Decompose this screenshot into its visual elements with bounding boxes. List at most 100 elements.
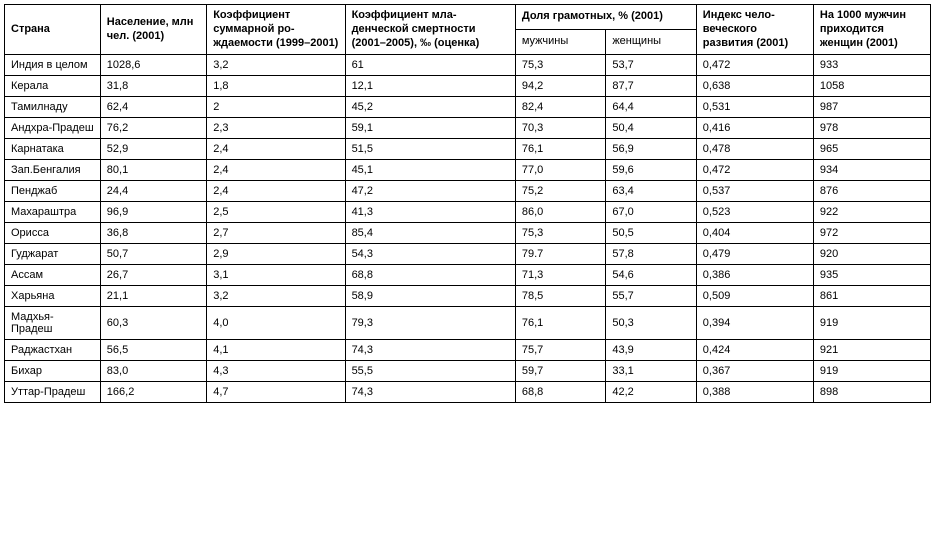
header-infant-mortality: Коэффициент мла­денческой смертно­сти (2…	[345, 5, 515, 55]
cell-lit-women: 54,6	[606, 265, 696, 286]
cell-hdi: 0,537	[696, 181, 813, 202]
cell-population: 62,4	[100, 97, 206, 118]
cell-hdi: 0,472	[696, 55, 813, 76]
cell-sex-ratio: 935	[813, 265, 930, 286]
cell-country: Тамилнаду	[5, 97, 101, 118]
cell-population: 21,1	[100, 286, 206, 307]
cell-lit-men: 68,8	[515, 382, 605, 403]
table-header: Страна Население, млн чел. (2001) Коэффи…	[5, 5, 931, 55]
cell-sex-ratio: 978	[813, 118, 930, 139]
cell-lit-men: 94,2	[515, 76, 605, 97]
header-hdi: Индекс чело­веческого развития (2001)	[696, 5, 813, 55]
cell-lit-men: 79.7	[515, 244, 605, 265]
cell-infant-mortality: 68,8	[345, 265, 515, 286]
header-literacy-group: Доля грамотных, % (2001)	[515, 5, 696, 30]
cell-infant-mortality: 54,3	[345, 244, 515, 265]
cell-country: Андхра-Прадеш	[5, 118, 101, 139]
cell-sex-ratio: 921	[813, 340, 930, 361]
cell-sex-ratio: 919	[813, 361, 930, 382]
cell-sex-ratio: 965	[813, 139, 930, 160]
cell-hdi: 0,509	[696, 286, 813, 307]
cell-country: Орисса	[5, 223, 101, 244]
cell-lit-men: 75,2	[515, 181, 605, 202]
cell-fertility: 4,1	[207, 340, 345, 361]
cell-infant-mortality: 45,1	[345, 160, 515, 181]
cell-hdi: 0,424	[696, 340, 813, 361]
cell-population: 31,8	[100, 76, 206, 97]
cell-population: 60,3	[100, 307, 206, 340]
cell-fertility: 2,9	[207, 244, 345, 265]
cell-lit-women: 42,2	[606, 382, 696, 403]
cell-country: Керала	[5, 76, 101, 97]
cell-lit-women: 59,6	[606, 160, 696, 181]
cell-hdi: 0,531	[696, 97, 813, 118]
cell-fertility: 2,5	[207, 202, 345, 223]
cell-infant-mortality: 45,2	[345, 97, 515, 118]
cell-country: Махараштра	[5, 202, 101, 223]
cell-lit-men: 76,1	[515, 139, 605, 160]
table-row: Тамилнаду62,4245,282,464,40,531987	[5, 97, 931, 118]
cell-lit-men: 78,5	[515, 286, 605, 307]
cell-hdi: 0,367	[696, 361, 813, 382]
cell-lit-men: 76,1	[515, 307, 605, 340]
cell-sex-ratio: 972	[813, 223, 930, 244]
cell-country: Карнатака	[5, 139, 101, 160]
cell-lit-men: 75,7	[515, 340, 605, 361]
cell-population: 36,8	[100, 223, 206, 244]
cell-lit-men: 86,0	[515, 202, 605, 223]
cell-infant-mortality: 85,4	[345, 223, 515, 244]
cell-fertility: 4,3	[207, 361, 345, 382]
table-row: Махараштра96,92,541,386,067,00,523922	[5, 202, 931, 223]
table-body: Индия в целом1028,63,26175,353,70,472933…	[5, 55, 931, 403]
cell-hdi: 0,523	[696, 202, 813, 223]
table-row: Раджастхан56,54,174,375,743,90,424921	[5, 340, 931, 361]
table-row: Зап.Бенгалия80,12,445,177,059,60,472934	[5, 160, 931, 181]
table-row: Мадхья-Прадеш60,34,079,376,150,30,394919	[5, 307, 931, 340]
cell-country: Бихар	[5, 361, 101, 382]
table-row: Гуджарат50,72,954,379.757,80,479920	[5, 244, 931, 265]
cell-hdi: 0,404	[696, 223, 813, 244]
cell-fertility: 1,8	[207, 76, 345, 97]
cell-lit-men: 70,3	[515, 118, 605, 139]
table-row: Орисса36,82,785,475,350,50,404972	[5, 223, 931, 244]
cell-infant-mortality: 51,5	[345, 139, 515, 160]
cell-lit-women: 33,1	[606, 361, 696, 382]
cell-lit-women: 55,7	[606, 286, 696, 307]
cell-lit-men: 82,4	[515, 97, 605, 118]
table-row: Индия в целом1028,63,26175,353,70,472933	[5, 55, 931, 76]
cell-lit-men: 59,7	[515, 361, 605, 382]
cell-fertility: 2,3	[207, 118, 345, 139]
table-row: Ассам26,73,168,871,354,60,386935	[5, 265, 931, 286]
cell-lit-women: 57,8	[606, 244, 696, 265]
cell-country: Ассам	[5, 265, 101, 286]
cell-population: 166,2	[100, 382, 206, 403]
cell-lit-women: 50,3	[606, 307, 696, 340]
cell-country: Уттар-Прадеш	[5, 382, 101, 403]
header-population: Население, млн чел. (2001)	[100, 5, 206, 55]
cell-country: Индия в целом	[5, 55, 101, 76]
cell-sex-ratio: 922	[813, 202, 930, 223]
cell-infant-mortality: 61	[345, 55, 515, 76]
cell-infant-mortality: 47,2	[345, 181, 515, 202]
cell-sex-ratio: 898	[813, 382, 930, 403]
header-country: Страна	[5, 5, 101, 55]
cell-lit-women: 43,9	[606, 340, 696, 361]
cell-sex-ratio: 933	[813, 55, 930, 76]
cell-lit-men: 75,3	[515, 55, 605, 76]
cell-hdi: 0,479	[696, 244, 813, 265]
data-table: Страна Население, млн чел. (2001) Коэффи…	[4, 4, 931, 403]
cell-population: 52,9	[100, 139, 206, 160]
cell-fertility: 2,7	[207, 223, 345, 244]
cell-country: Раджастхан	[5, 340, 101, 361]
cell-infant-mortality: 79,3	[345, 307, 515, 340]
header-literacy-women: женщины	[606, 30, 696, 55]
header-literacy-men: мужчины	[515, 30, 605, 55]
cell-fertility: 3,1	[207, 265, 345, 286]
cell-country: Зап.Бенгалия	[5, 160, 101, 181]
cell-fertility: 3,2	[207, 55, 345, 76]
cell-hdi: 0,386	[696, 265, 813, 286]
cell-hdi: 0,638	[696, 76, 813, 97]
cell-population: 1028,6	[100, 55, 206, 76]
header-sex-ratio: На 1000 мужчин приходится женщин (2001)	[813, 5, 930, 55]
cell-infant-mortality: 55,5	[345, 361, 515, 382]
